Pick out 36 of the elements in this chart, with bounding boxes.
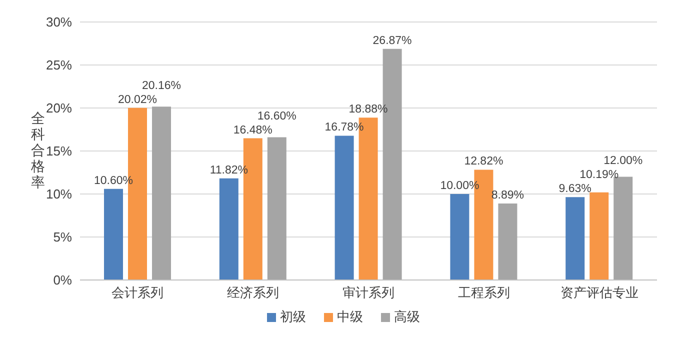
x-tick-label: 资产评估专业 (560, 285, 638, 300)
x-tick-label: 工程系列 (458, 285, 510, 300)
data-label: 16.48% (233, 124, 272, 136)
bar (566, 197, 585, 280)
data-label: 9.63% (558, 183, 592, 196)
y-tick-label: 15% (46, 144, 72, 159)
x-tick-label: 审计系列 (342, 285, 394, 300)
y-tick-label: 30% (46, 14, 72, 30)
bar (498, 204, 518, 280)
y-axis-title: 全科合格率 (30, 110, 45, 190)
y-tick-label: 25% (46, 58, 72, 73)
legend-label: 高级 (394, 308, 420, 326)
data-label: 12.00% (604, 155, 643, 168)
legend-label: 初级 (280, 308, 306, 326)
data-label: 18.88% (348, 104, 388, 116)
data-label: 12.82% (464, 156, 504, 168)
data-label: 20.02% (118, 94, 158, 106)
x-tick-label: 经济系列 (227, 285, 280, 300)
x-tick-label: 会计系列 (112, 285, 164, 300)
y-tick-label: 10% (46, 186, 72, 202)
y-tick-label: 5% (53, 230, 72, 245)
data-label: 10.19% (580, 169, 619, 182)
bar (334, 136, 354, 280)
bar (104, 188, 123, 280)
data-label: 20.16% (142, 80, 182, 92)
bar (152, 106, 171, 280)
legend-label: 中级 (337, 308, 363, 326)
y-tick-label: 0% (53, 272, 72, 288)
bar (614, 176, 633, 280)
data-label: 26.87% (372, 34, 412, 47)
bar (267, 137, 286, 280)
bar (219, 178, 238, 280)
bar (450, 194, 470, 280)
bar (590, 192, 609, 280)
data-label: 16.60% (257, 110, 296, 122)
y-tick-label: 20% (46, 100, 72, 116)
